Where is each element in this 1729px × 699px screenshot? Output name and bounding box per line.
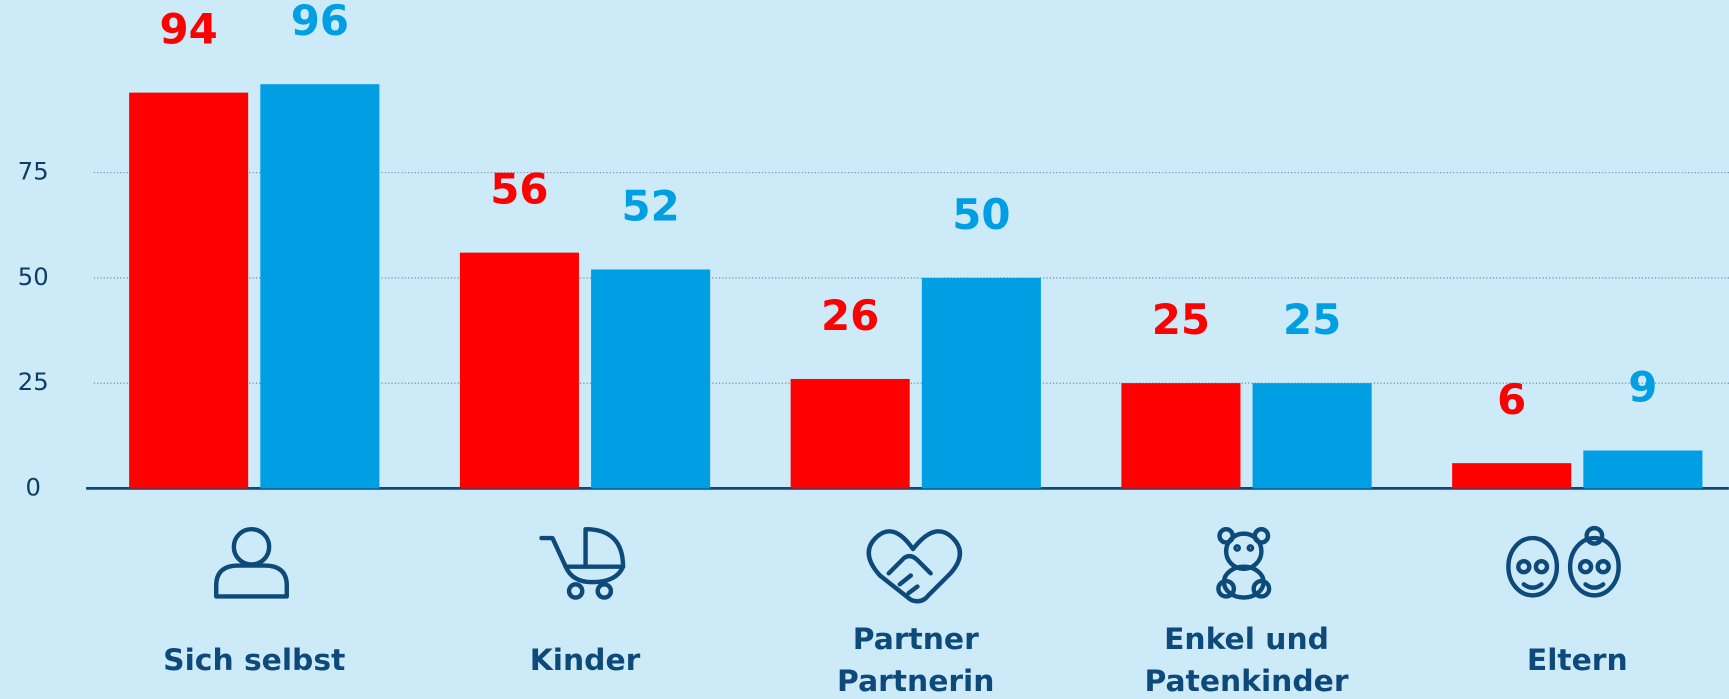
person-icon [214, 527, 289, 599]
bar [129, 92, 249, 489]
value-label: 9 [1628, 362, 1657, 411]
value-label: 94 [160, 4, 218, 53]
stroller-icon [539, 527, 626, 600]
x-tick-label: Partner [853, 622, 979, 657]
y-tick-label: 50 [18, 262, 49, 291]
bar [921, 277, 1041, 489]
value-label: 96 [291, 0, 349, 45]
bar [790, 378, 910, 489]
x-tick-label: Partnerin [837, 664, 994, 699]
value-label: 6 [1497, 375, 1526, 424]
bar [1121, 383, 1241, 489]
y-tick-label: 25 [18, 367, 49, 396]
value-label: 52 [621, 181, 679, 230]
bar [591, 269, 711, 489]
parents-icon [1506, 525, 1621, 598]
handshake-heart-icon [866, 529, 963, 604]
bar [1583, 450, 1703, 489]
x-tick-label: Enkel und [1164, 622, 1329, 657]
x-tick-label: Patenkinder [1145, 664, 1349, 699]
value-label: 25 [1152, 295, 1210, 344]
bar [1252, 383, 1372, 489]
bar [1452, 463, 1572, 489]
value-label: 25 [1283, 295, 1341, 344]
value-label: 50 [952, 190, 1010, 239]
x-tick-label: Eltern [1527, 643, 1628, 678]
y-tick-label: 75 [18, 157, 49, 186]
value-label: 26 [821, 291, 879, 340]
x-tick-label: Sich selbst [163, 643, 345, 678]
value-label: 56 [490, 164, 548, 213]
bar [459, 252, 579, 489]
bar [260, 84, 380, 489]
teddy-icon [1216, 527, 1272, 600]
icons [214, 525, 1621, 604]
x-tick-label: Kinder [530, 643, 641, 678]
y-tick-label: 0 [25, 472, 40, 501]
